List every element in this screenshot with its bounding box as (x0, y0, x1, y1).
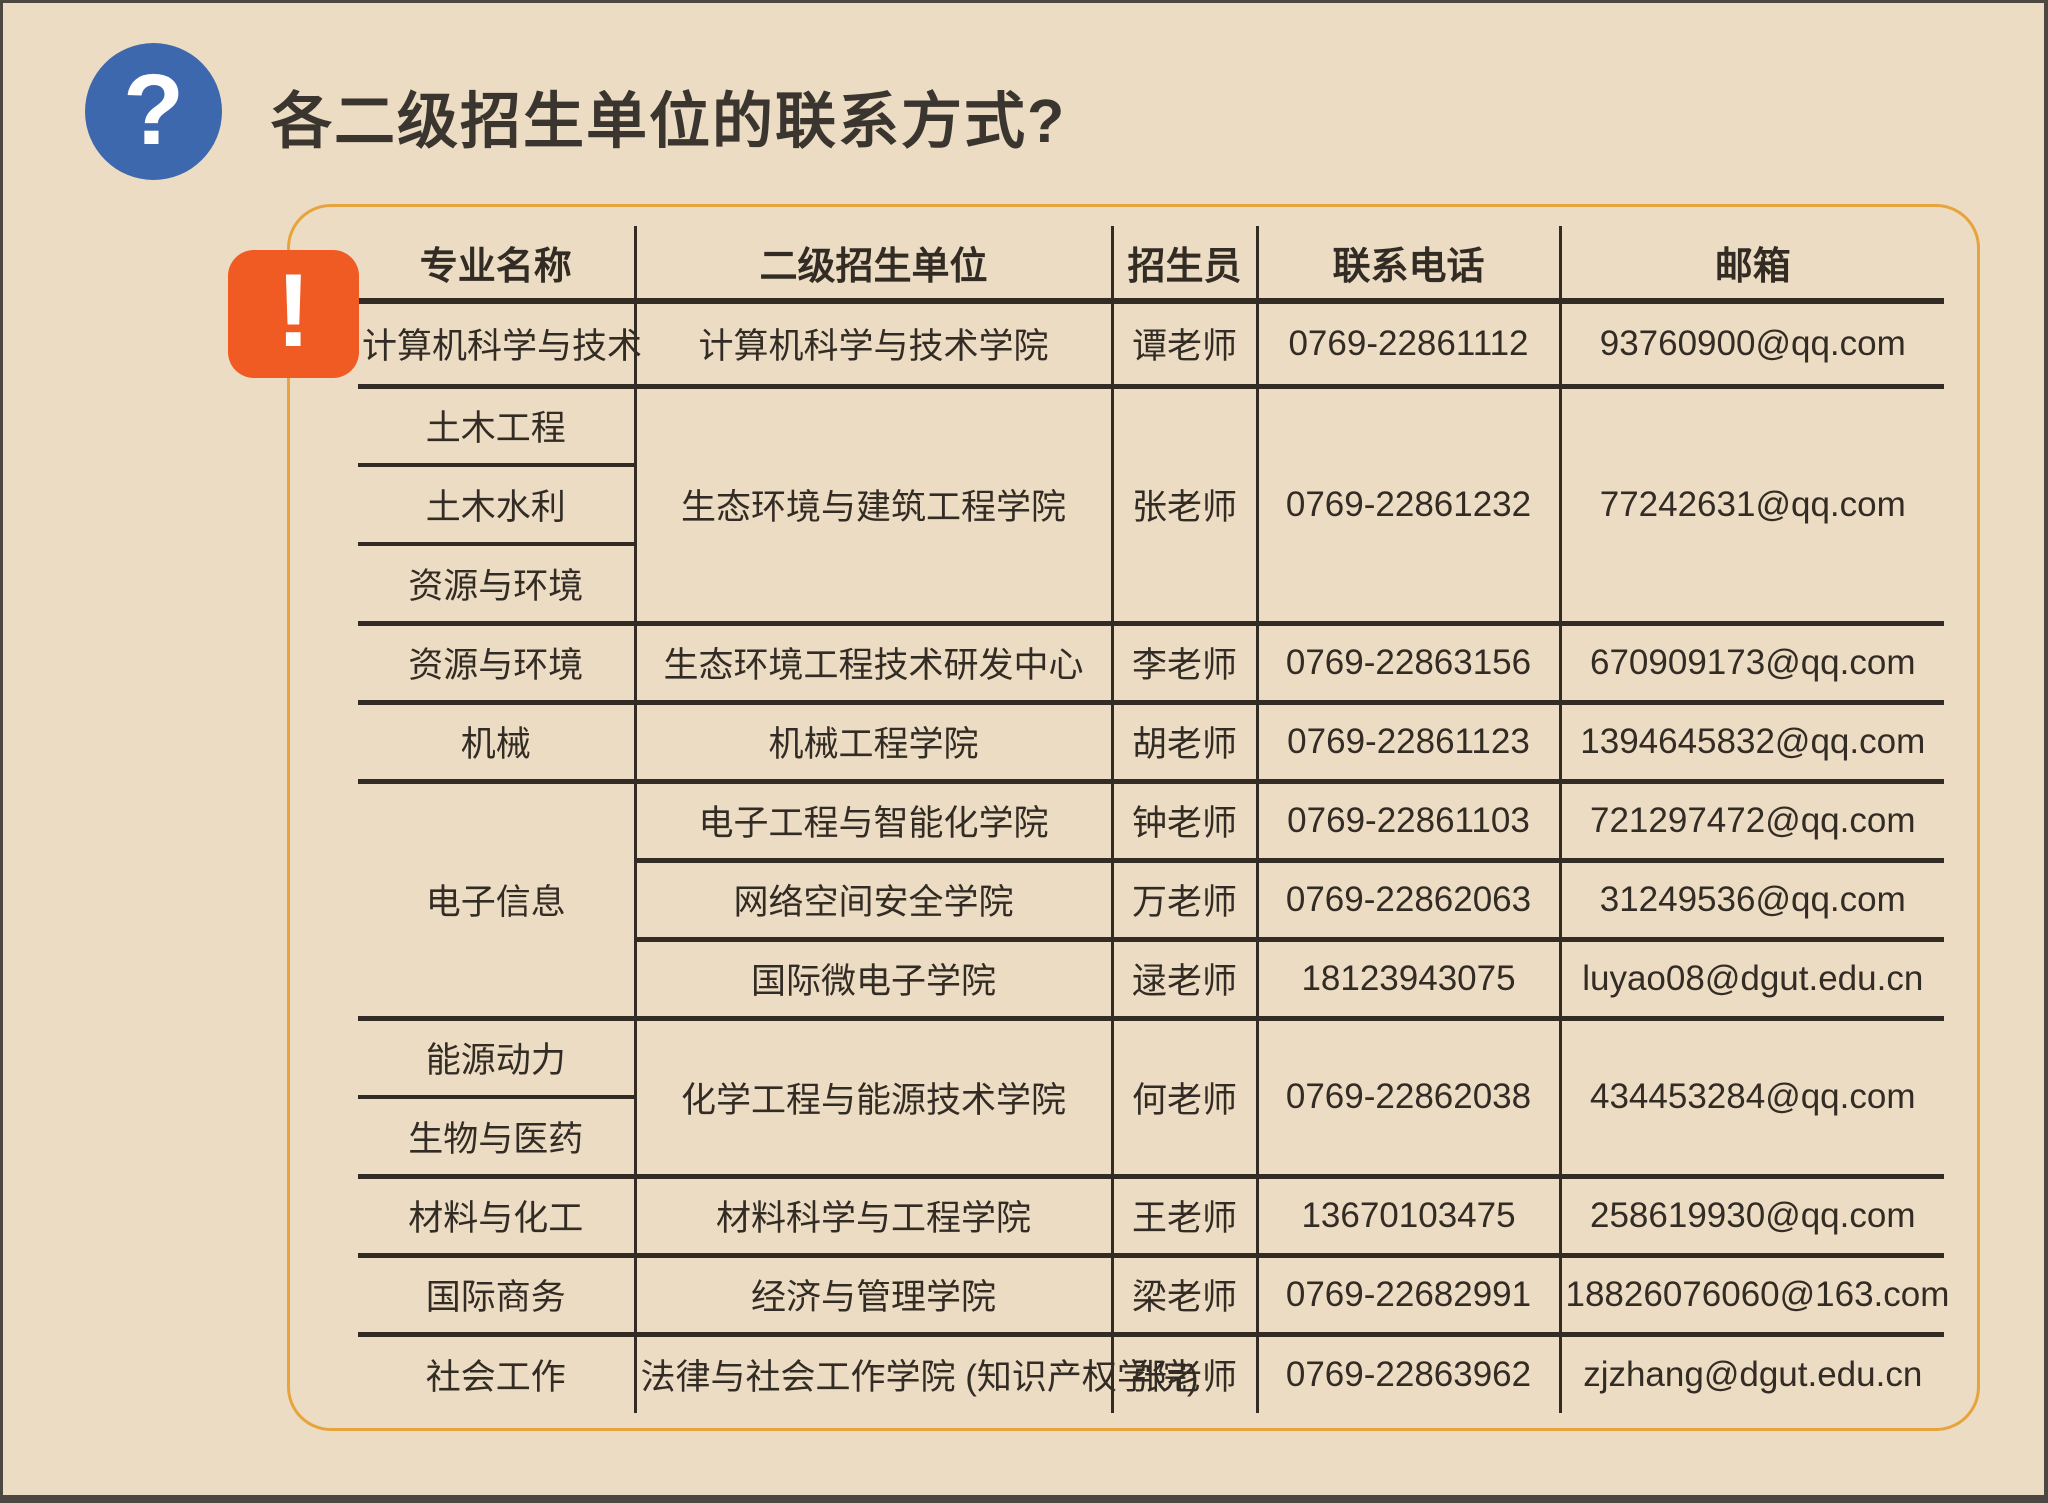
alert-icon: ! (228, 250, 359, 378)
table-cell: 0769-22862038 (1255, 1018, 1560, 1179)
table-row: 土木工程 生态环境与建筑工程学院 张老师 0769-22861232 77242631@… (358, 386, 1944, 626)
table-cell: 社会工作 (425, 1358, 566, 1398)
table-cell: 网络空间安全学院 (633, 860, 1112, 942)
page-title: 各二级招生单位的联系方式? (271, 87, 1067, 155)
table-cell: 材料与化工 (358, 1176, 635, 1258)
table-row: 材料与化工 材料科学与工程学院 王老师 13670103475 258619930@qq… (358, 1176, 1944, 1258)
table-row: 国际商务 经济与管理学院 梁老师 0769-22682991 18826076060@1… (358, 1255, 1949, 1337)
table-cell: 梁老师 (1110, 1255, 1257, 1337)
table-row: 能源动力 化学工程与能源技术学院 何老师 0769-22862038 434453284… (358, 1018, 1944, 1179)
table-row: 网络空间安全学院 万老师 0769-22862063 31249536@qq.com (358, 860, 1944, 942)
table-cell: 生态环境与建筑工程学院 (633, 386, 1112, 626)
table-cell: 国际微电子学院 (633, 939, 1112, 1021)
question-icon: ? (85, 43, 222, 180)
column-header: 招生员 (1110, 226, 1257, 304)
table-body: 计算机科学与技术 计算机科学与技术学院 谭老师 0769-22861112 937609… (358, 301, 1949, 1413)
table-cell: 土木水利 (358, 465, 635, 546)
table-cell: 李老师 (1110, 623, 1257, 705)
table-cell: 何老师 (1110, 1018, 1257, 1179)
question-mark-glyph: ? (122, 53, 185, 166)
table-row: 资源与环境 生态环境工程技术研发中心 李老师 0769-22863156 6709091… (358, 623, 1944, 705)
table-cell: 18123943075 (1255, 939, 1560, 1021)
table-cell: 1394645832@qq.com (1558, 702, 1944, 784)
table-cell: 张老师 (1110, 1334, 1257, 1413)
table-cell: 万老师 (1110, 860, 1257, 942)
table-cell: 电子工程与智能化学院 (633, 781, 1112, 863)
contact-table: 专业名称 二级招生单位 招生员 联系电话 邮箱 计算机科学与技术 计算机科学与技术学院 谭老… (358, 226, 1949, 1413)
table-cell: 77242631@qq.com (1558, 386, 1944, 626)
table-cell: 逯老师 (1110, 939, 1257, 1021)
table-cell: 生态环境工程技术研发中心 (633, 623, 1112, 705)
table-cell: 谭老师 (1110, 301, 1257, 389)
table-cell: 计算机科学与技术学院 (633, 301, 1112, 389)
table-cell: 钟老师 (1110, 781, 1257, 863)
table-header-row: 专业名称 二级招生单位 招生员 联系电话 邮箱 (358, 226, 1944, 304)
table-cell: 材料科学与工程学院 (633, 1176, 1112, 1258)
table-row: 专业名称 二级招生单位 招生员 联系电话 邮箱 (358, 226, 1944, 304)
table-row: 计算机科学与技术 计算机科学与技术学院 谭老师 0769-22861112 937609… (358, 301, 1944, 389)
table-cell: 670909173@qq.com (1558, 623, 1944, 705)
table-cell: 机械工程学院 (633, 702, 1112, 784)
table-row: 机械 机械工程学院 胡老师 0769-22861123 1394645832@qq.co… (358, 702, 1944, 784)
table-cell: 能源动力 (358, 1018, 635, 1099)
table-row: 土木水利 (358, 465, 1944, 546)
table-cell: 0769-22862063 (1255, 860, 1560, 942)
column-header: 联系电话 (1255, 226, 1560, 304)
table-cell: 计算机科学与技术 (358, 301, 642, 389)
table-cell: 258619930@qq.com (1558, 1176, 1944, 1258)
table-cell: 0769-22863962 (1255, 1334, 1560, 1413)
table-row: 社会工作 法律与社会工作学院 (知识产权学院) 张老师 0769-22863962 zj… (358, 1334, 1944, 1413)
contact-table-wrap: 专业名称 二级招生单位 招生员 联系电话 邮箱 计算机科学与技术 计算机科学与技术学院 谭老… (358, 226, 1949, 1413)
table-row: 电子信息 电子工程与智能化学院 钟老师 0769-22861103 721297472@… (358, 781, 1944, 1021)
table-cell: 721297472@qq.com (1558, 781, 1944, 863)
table-row: 资源与环境 (358, 544, 1944, 626)
table-cell: 0769-22861112 (1255, 301, 1560, 389)
table-cell: 法律与社会工作学院 (知识产权学院) (633, 1334, 1199, 1413)
table-cell: 0769-22861232 (1255, 386, 1560, 626)
table-cell: 93760900@qq.com (1558, 301, 1944, 389)
table-cell: 0769-22861103 (1255, 781, 1560, 863)
exclamation-mark-glyph: ! (276, 253, 311, 369)
table-cell: 资源与环境 (358, 544, 635, 626)
table-cell: 机械 (358, 702, 635, 784)
column-header: 邮箱 (1558, 226, 1944, 304)
table-cell: 31249536@qq.com (1558, 860, 1944, 942)
table-cell: 生物与医药 (358, 1097, 635, 1179)
table-cell: 13670103475 (1255, 1176, 1560, 1258)
table-cell: 化学工程与能源技术学院 (633, 1018, 1112, 1179)
table-cell: 电子信息 (358, 781, 635, 1021)
table-cell: 胡老师 (1110, 702, 1257, 784)
column-header: 专业名称 (358, 226, 635, 304)
column-header: 二级招生单位 (633, 226, 1112, 304)
table-row: 生物与医药 (358, 1097, 1944, 1179)
table-row: 国际微电子学院 逯老师 18123943075 luyao08@dgut.edu.cn (358, 939, 1944, 1021)
table-cell: luyao08@dgut.edu.cn (1558, 939, 1944, 1021)
table-cell: zjzhang@dgut.edu.cn (1558, 1334, 1944, 1413)
table-cell: 18826076060@163.com (1558, 1255, 1949, 1337)
table-cell: 资源与环境 (358, 623, 635, 705)
contact-panel (287, 204, 1980, 1431)
table-cell: 王老师 (1110, 1176, 1257, 1258)
table-cell: 经济与管理学院 (633, 1255, 1112, 1337)
table-cell: 434453284@qq.com (1558, 1018, 1944, 1179)
table-cell: 土木工程 (358, 386, 635, 467)
table-cell: 国际商务 (358, 1255, 635, 1337)
table-cell: 0769-22861123 (1255, 702, 1560, 784)
table-cell: 0769-22682991 (1255, 1255, 1560, 1337)
table-cell: 张老师 (1110, 386, 1257, 626)
table-cell: 0769-22863156 (1255, 623, 1560, 705)
